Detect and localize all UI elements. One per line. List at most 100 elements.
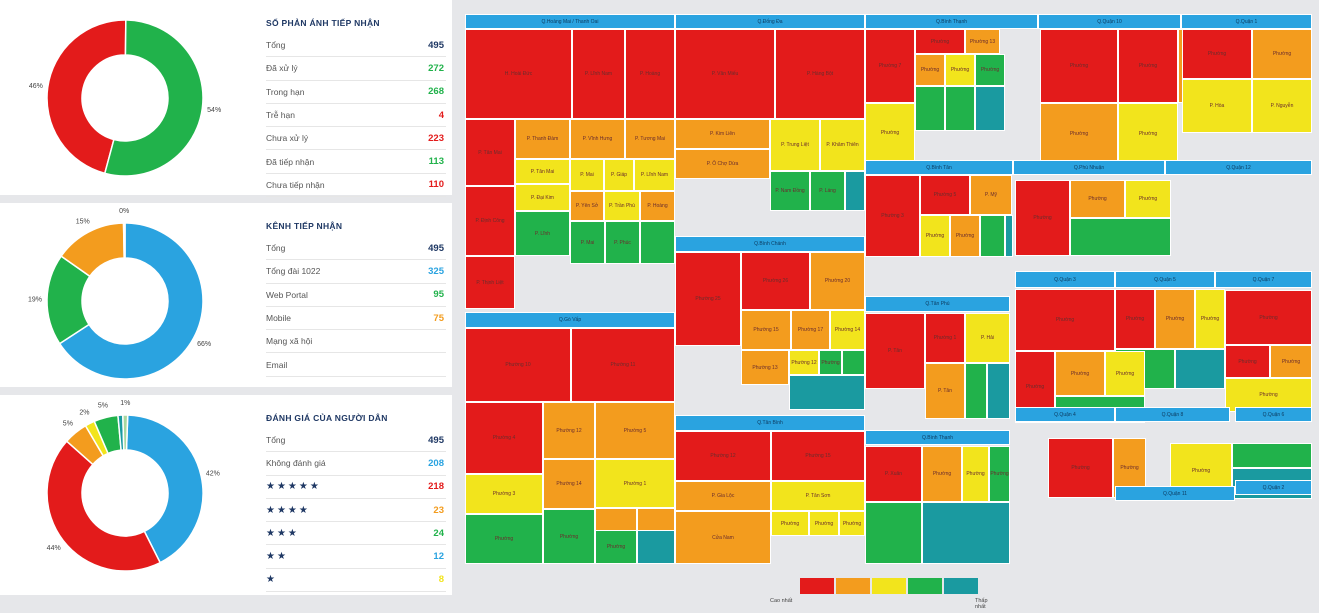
treemap-tile[interactable]: Phường bbox=[809, 511, 839, 536]
treemap-tile[interactable]: H. Hoài Đức bbox=[465, 29, 572, 119]
treemap-tile[interactable]: P. Gia Lộc bbox=[675, 481, 771, 511]
treemap-tile[interactable]: Phường 1 bbox=[595, 459, 675, 508]
treemap-tile[interactable]: Phường 15 bbox=[741, 310, 791, 350]
treemap-tile[interactable]: Phường 3 bbox=[865, 175, 920, 257]
treemap-tile[interactable]: Phường 10 bbox=[465, 328, 571, 402]
district-header[interactable]: Q.Bình Chánh bbox=[675, 236, 865, 252]
treemap-tile[interactable]: Phường 13 bbox=[741, 350, 789, 385]
treemap-tile[interactable]: P. Thanh Đàm bbox=[515, 119, 570, 159]
district-header[interactable]: Q.Quận 12 bbox=[1165, 160, 1312, 175]
treemap-tile[interactable]: P. Mai bbox=[570, 159, 604, 191]
district-header[interactable]: Q.Quận 1 bbox=[1181, 14, 1312, 29]
treemap-tile[interactable]: Phường bbox=[915, 54, 945, 86]
treemap-tile[interactable]: Phường bbox=[950, 215, 980, 257]
treemap-tile[interactable]: Phường bbox=[1195, 289, 1225, 349]
treemap-tile[interactable]: Phường 20 bbox=[810, 252, 865, 310]
district-header[interactable]: Q.Quận 11 bbox=[1115, 486, 1235, 501]
treemap-tile[interactable]: Phường bbox=[543, 509, 595, 564]
treemap-tile[interactable] bbox=[922, 502, 1010, 564]
district-header[interactable]: Q.Quận 7 bbox=[1215, 271, 1312, 288]
treemap-tile[interactable]: Phường bbox=[1105, 351, 1145, 396]
district-header[interactable]: Q.Hoàng Mai / Thanh Oai bbox=[465, 14, 675, 29]
district-header[interactable]: Q.Quận 4 bbox=[1015, 407, 1115, 422]
treemap-tile[interactable]: P. Giáp bbox=[604, 159, 634, 191]
treemap-tile[interactable] bbox=[980, 215, 1005, 257]
treemap-tile[interactable]: Phường bbox=[915, 29, 965, 54]
treemap-tile[interactable]: Phường bbox=[1270, 345, 1312, 378]
treemap-tile[interactable]: Phường bbox=[1118, 103, 1178, 165]
treemap-tile[interactable] bbox=[865, 502, 922, 564]
treemap-tile[interactable]: Phường 15 bbox=[771, 431, 865, 481]
treemap-tile[interactable] bbox=[637, 530, 675, 564]
treemap-tile[interactable]: Phường 11 bbox=[571, 328, 675, 402]
treemap-tile[interactable]: P. Khâm Thiên bbox=[820, 119, 865, 171]
treemap-tile[interactable]: Phường bbox=[1048, 438, 1113, 498]
treemap-tile[interactable]: P. Hoàng bbox=[625, 29, 675, 119]
treemap-tile[interactable]: P. Tương Mai bbox=[625, 119, 675, 159]
treemap-tile[interactable]: Phường 26 bbox=[741, 252, 810, 310]
treemap-tile[interactable]: Phường bbox=[1125, 180, 1171, 218]
district-header[interactable]: Q.Tân Bình bbox=[675, 415, 865, 431]
treemap-tile[interactable] bbox=[945, 86, 975, 131]
treemap-tile[interactable]: P. Trần Phú bbox=[604, 191, 640, 221]
district-header[interactable]: Q.Tân Phú bbox=[865, 296, 1010, 312]
treemap-tile[interactable]: Phường 14 bbox=[830, 310, 865, 350]
treemap-tile[interactable]: P. Tân Mai bbox=[465, 119, 515, 186]
treemap-tile[interactable]: P. Xuân bbox=[865, 446, 922, 502]
district-header[interactable]: Q.Quận 5 bbox=[1115, 271, 1215, 288]
treemap-tile[interactable]: Phường 13 bbox=[965, 29, 1000, 54]
treemap-tile[interactable]: P. Yên Sở bbox=[570, 191, 604, 221]
treemap-tile[interactable]: Phường bbox=[922, 446, 962, 502]
treemap-tile[interactable]: P. Thịnh Liệt bbox=[465, 256, 515, 309]
district-header[interactable]: Q.Quận 2 bbox=[1235, 480, 1312, 495]
treemap-tile[interactable]: P. Mai bbox=[570, 221, 605, 264]
district-header[interactable]: Q.Bình Thạnh bbox=[865, 430, 1010, 445]
treemap-tile[interactable]: P. Tân Sơn bbox=[771, 481, 865, 511]
district-header[interactable]: Q.Đống Đa bbox=[675, 14, 865, 29]
district-header[interactable]: Q.Phú Nhuận bbox=[1013, 160, 1165, 175]
treemap-tile[interactable]: Phường 17 bbox=[791, 310, 830, 350]
treemap-tile[interactable]: Phường bbox=[1015, 180, 1070, 256]
treemap-tile[interactable] bbox=[1232, 443, 1312, 468]
treemap-tile[interactable] bbox=[987, 363, 1010, 419]
treemap-tile[interactable]: Phường bbox=[1015, 289, 1115, 351]
district-header[interactable]: Q.Bình Thạnh bbox=[865, 14, 1038, 29]
treemap-tile[interactable]: P. Định Công bbox=[465, 186, 515, 256]
treemap-tile[interactable]: P. Tân bbox=[865, 313, 925, 389]
treemap-tile[interactable]: Phường 5 bbox=[920, 175, 970, 215]
treemap-tile[interactable]: P. Hải bbox=[965, 313, 1010, 363]
treemap-tile[interactable]: Phường 12 bbox=[675, 431, 771, 481]
treemap-tile[interactable]: P. Vĩnh Hưng bbox=[570, 119, 625, 159]
treemap-tile[interactable]: Phường bbox=[1155, 289, 1195, 349]
treemap-tile[interactable]: P. Kim Liên bbox=[675, 119, 770, 149]
district-header[interactable]: Q.Gò Vấp bbox=[465, 312, 675, 328]
treemap-tile[interactable]: P. Phúc bbox=[605, 221, 640, 264]
treemap-tile[interactable] bbox=[915, 86, 945, 131]
treemap-tile[interactable]: P. Nguyễn bbox=[1252, 79, 1312, 133]
treemap-tile[interactable]: Phường bbox=[1225, 290, 1312, 345]
treemap-tile[interactable]: Phường bbox=[1040, 103, 1118, 165]
treemap-tile[interactable] bbox=[845, 171, 865, 211]
treemap-tile[interactable]: Phường 5 bbox=[595, 402, 675, 459]
treemap-tile[interactable]: P. Đại Kim bbox=[515, 184, 570, 211]
treemap-tile[interactable]: P. Trung Liệt bbox=[770, 119, 820, 171]
district-header[interactable]: Q.Quận 8 bbox=[1115, 407, 1230, 422]
treemap-tile[interactable]: Phường 12 bbox=[543, 402, 595, 459]
treemap-tile[interactable]: Phường 7 bbox=[865, 29, 915, 103]
treemap-tile[interactable]: Phường bbox=[839, 511, 865, 536]
treemap-tile[interactable] bbox=[1175, 349, 1225, 389]
treemap-tile[interactable]: Phường bbox=[1252, 29, 1312, 79]
treemap-tile[interactable]: Phường bbox=[865, 103, 915, 163]
district-header[interactable]: Q.Quận 6 bbox=[1235, 407, 1312, 422]
treemap-tile[interactable]: Phường 12 bbox=[789, 350, 819, 375]
treemap-tile[interactable]: Phường bbox=[771, 511, 809, 536]
treemap-tile[interactable]: Phường bbox=[465, 514, 543, 564]
treemap-tile[interactable]: P. Nam Đồng bbox=[770, 171, 810, 211]
treemap-tile[interactable]: Phường bbox=[975, 54, 1005, 86]
district-header[interactable]: Q.Bình Tân bbox=[865, 160, 1013, 175]
treemap-tile[interactable]: Phường bbox=[962, 446, 989, 502]
treemap-tile[interactable]: Phường bbox=[1040, 29, 1118, 103]
treemap-tile[interactable]: P. Ô Chợ Dừa bbox=[675, 149, 770, 179]
treemap-tile[interactable]: Phường bbox=[1182, 29, 1252, 79]
treemap-tile[interactable]: Phường bbox=[920, 215, 950, 257]
